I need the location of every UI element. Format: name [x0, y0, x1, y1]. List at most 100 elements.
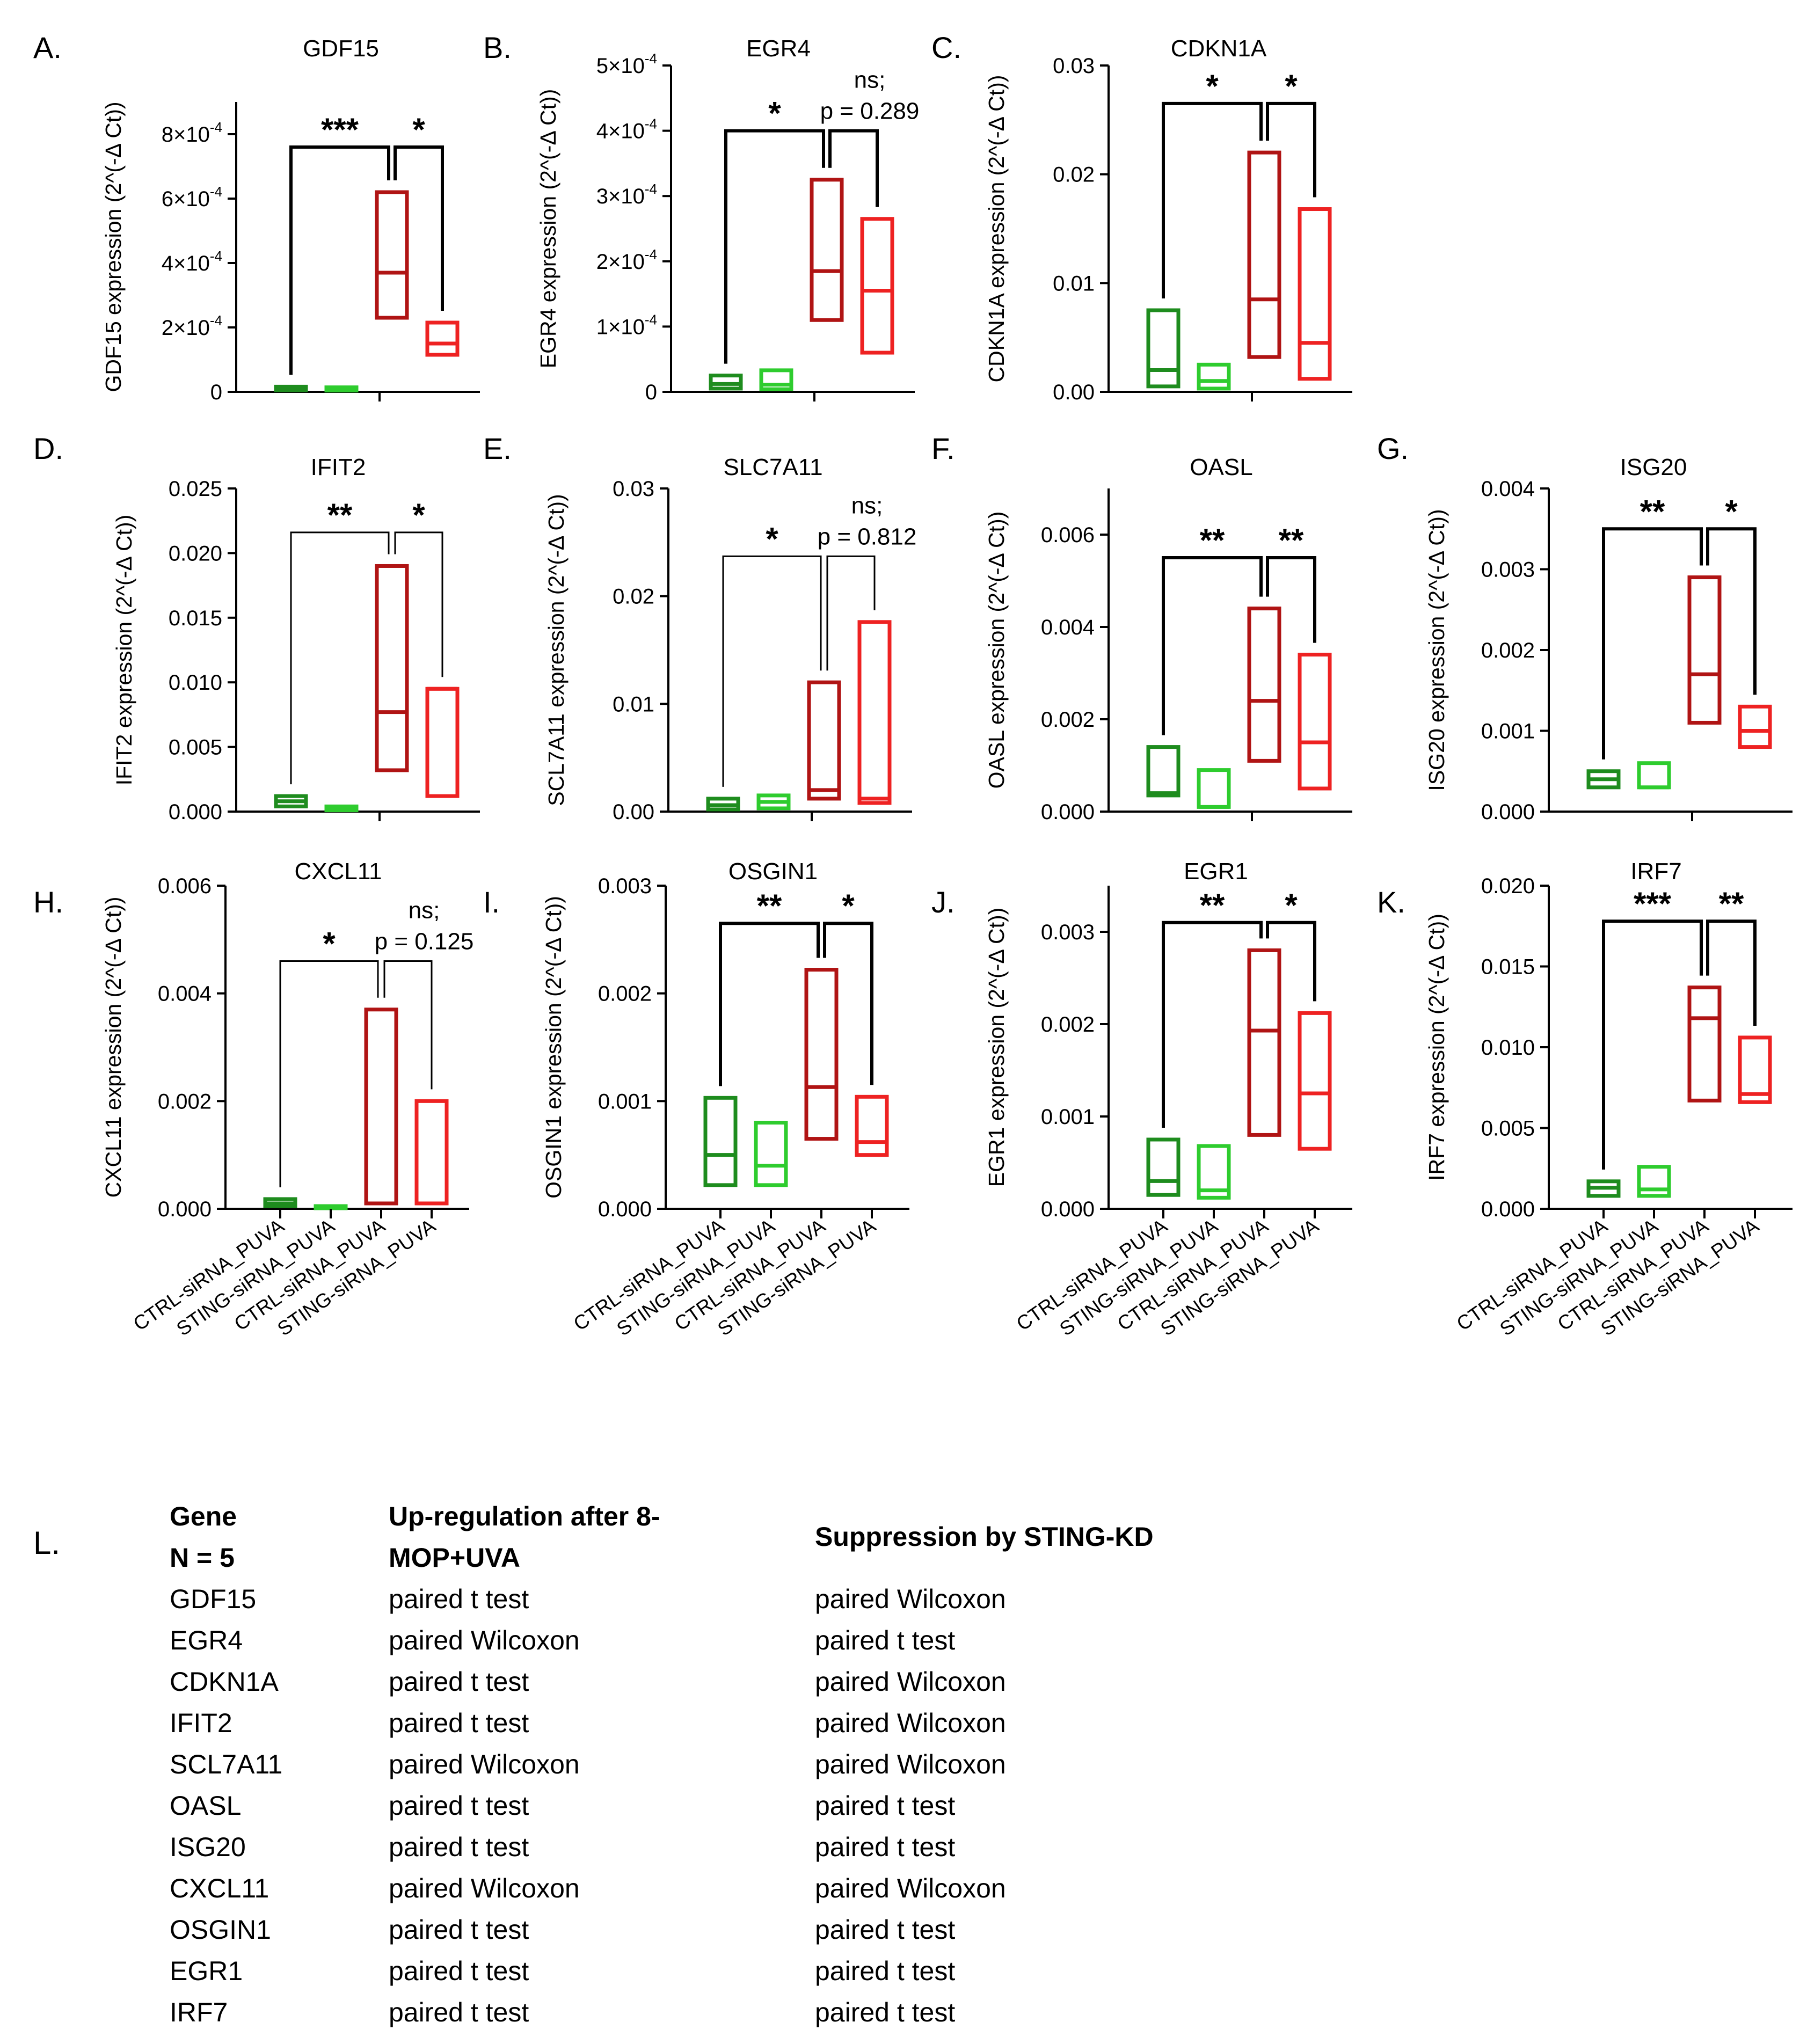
panel-label: H. [33, 885, 63, 919]
y-axis-label: EGR4 expression (2^(-Δ Ct)) [536, 89, 560, 369]
y-tick-label: 0.001 [598, 1090, 652, 1113]
chart-title: EGR4 [746, 35, 811, 62]
y-tick-label: 0.004 [1481, 477, 1535, 501]
panel-label: E. [483, 432, 512, 465]
y-tick-label: 0.002 [1481, 639, 1535, 662]
table-cell-upregulation-test: paired t test [389, 1997, 529, 2027]
y-tick-label: 0.010 [169, 671, 222, 695]
table-cell-suppression-test: paired Wilcoxon [815, 1667, 1006, 1697]
range-bar [860, 217, 894, 355]
range-bar [1298, 1011, 1332, 1151]
panel-label: F. [931, 432, 955, 465]
panel-label: B. [483, 31, 512, 64]
significance-label: ** [1719, 886, 1744, 922]
significance-bracket [289, 145, 390, 375]
chart-title: ISG20 [1620, 454, 1687, 480]
y-tick-label: 0.001 [1481, 720, 1535, 743]
table-cell-upregulation-test: paired t test [389, 1832, 529, 1862]
y-tick-label: 0.000 [158, 1198, 212, 1221]
significance-bracket [724, 129, 825, 364]
y-tick-label: 0.003 [1041, 921, 1095, 944]
table-cell-suppression-test: paired t test [815, 1997, 956, 2027]
y-tick-label: 2×10-4 [162, 312, 222, 340]
significance-label: * [1285, 68, 1298, 104]
significance-label: * [1285, 887, 1298, 923]
y-tick-label: 8×10-4 [162, 119, 222, 147]
y-tick-label: 0.003 [1481, 558, 1535, 582]
y-tick-label: 0.000 [1041, 1198, 1095, 1221]
significance-label: ** [1640, 493, 1665, 529]
significance-bracket [1266, 556, 1316, 643]
y-tick-label: 0.005 [169, 736, 222, 760]
significance-label: ns; [854, 67, 886, 93]
y-tick-label: 0.002 [1041, 1013, 1095, 1036]
y-axis-label: IFIT2 expression (2^(-Δ Ct)) [112, 515, 136, 786]
significance-bracket [828, 129, 879, 207]
y-tick-label: 0.004 [158, 982, 212, 1006]
significance-bracket [722, 555, 822, 787]
figure-panels: A. GDF15 0 2×10-4 4×10-4 6×10-4 8×10-4 GDF15 ex… [33, 31, 1793, 1340]
range-bar [759, 368, 793, 391]
table-cell-suppression-test: paired t test [815, 1791, 956, 1821]
chart-title: OSGIN1 [728, 858, 818, 885]
y-tick-label: 0.01 [613, 692, 654, 716]
significance-bracket [383, 960, 433, 1090]
panel-label: C. [931, 31, 961, 64]
table-cell-upregulation-test: paired t test [389, 1956, 529, 1986]
chart-title: IRF7 [1630, 858, 1681, 885]
significance-label: ** [1200, 887, 1225, 923]
table-cell-gene: ISG20 [170, 1832, 246, 1862]
table-cell-gene: IRF7 [170, 1997, 228, 2027]
y-tick-label: 0.03 [613, 477, 654, 501]
y-tick-label: 1×10-4 [596, 311, 657, 339]
range-bar [375, 564, 409, 772]
range-bar [754, 1120, 788, 1187]
y-tick-label: 6×10-4 [162, 184, 222, 211]
significance-label: p = 0.125 [375, 928, 474, 954]
y-axis-label: EGR1 expression (2^(-Δ Ct)) [984, 908, 1009, 1187]
y-tick-label: 3×10-4 [596, 181, 657, 208]
significance-label: *** [1634, 886, 1672, 922]
y-tick-label: 0.010 [1481, 1036, 1535, 1060]
y-tick-label: 0.03 [1053, 54, 1095, 78]
table-cell-upregulation-test: paired t test [389, 1584, 529, 1614]
range-bar [414, 1099, 449, 1206]
chart-title: SLC7A11 [723, 454, 822, 480]
significance-label: * [766, 521, 778, 557]
table-cell-suppression-test: paired t test [815, 1915, 956, 1945]
significance-bracket [1266, 101, 1316, 198]
table-cell-upregulation-test: paired t test [389, 1708, 529, 1738]
table-cell-suppression-test: paired Wilcoxon [815, 1873, 1006, 1903]
range-bar [807, 680, 841, 801]
y-tick-label: 4×10-4 [162, 248, 222, 275]
significance-label: *** [321, 112, 359, 148]
table-cell-gene: GDF15 [170, 1584, 257, 1614]
range-bar [855, 1094, 889, 1157]
significance-label: * [1206, 68, 1219, 104]
significance-label: * [1725, 493, 1738, 529]
range-bar [1197, 768, 1231, 809]
range-bar [1738, 704, 1772, 749]
y-axis-label: CDKN1A expression (2^(-Δ Ct)) [984, 75, 1009, 383]
significance-bracket [1162, 556, 1263, 735]
range-bar [425, 320, 460, 357]
y-tick-label: 2×10-4 [596, 246, 657, 274]
y-tick-label: 0.00 [613, 800, 654, 824]
significance-bracket [1706, 527, 1757, 695]
range-bar [1637, 761, 1671, 790]
table-cell-gene: EGR1 [170, 1956, 243, 1986]
significance-label: * [412, 497, 425, 533]
table-cell-suppression-test: paired t test [815, 1832, 956, 1862]
significance-label: * [323, 925, 336, 961]
significance-label: ** [327, 497, 353, 533]
range-bar [1247, 607, 1281, 763]
y-tick-label: 0.006 [158, 874, 212, 898]
y-tick-label: 0.000 [1481, 800, 1535, 824]
y-axis-label: OSGIN1 expression (2^(-Δ Ct)) [541, 896, 566, 1199]
significance-bracket [1602, 919, 1703, 1170]
table-cell-upregulation-test: paired t test [389, 1667, 529, 1697]
y-tick-label: 0.005 [1481, 1117, 1535, 1141]
table-cell-suppression-test: paired Wilcoxon [815, 1584, 1006, 1614]
range-bar [857, 620, 892, 805]
chart-title: GDF15 [303, 35, 379, 62]
